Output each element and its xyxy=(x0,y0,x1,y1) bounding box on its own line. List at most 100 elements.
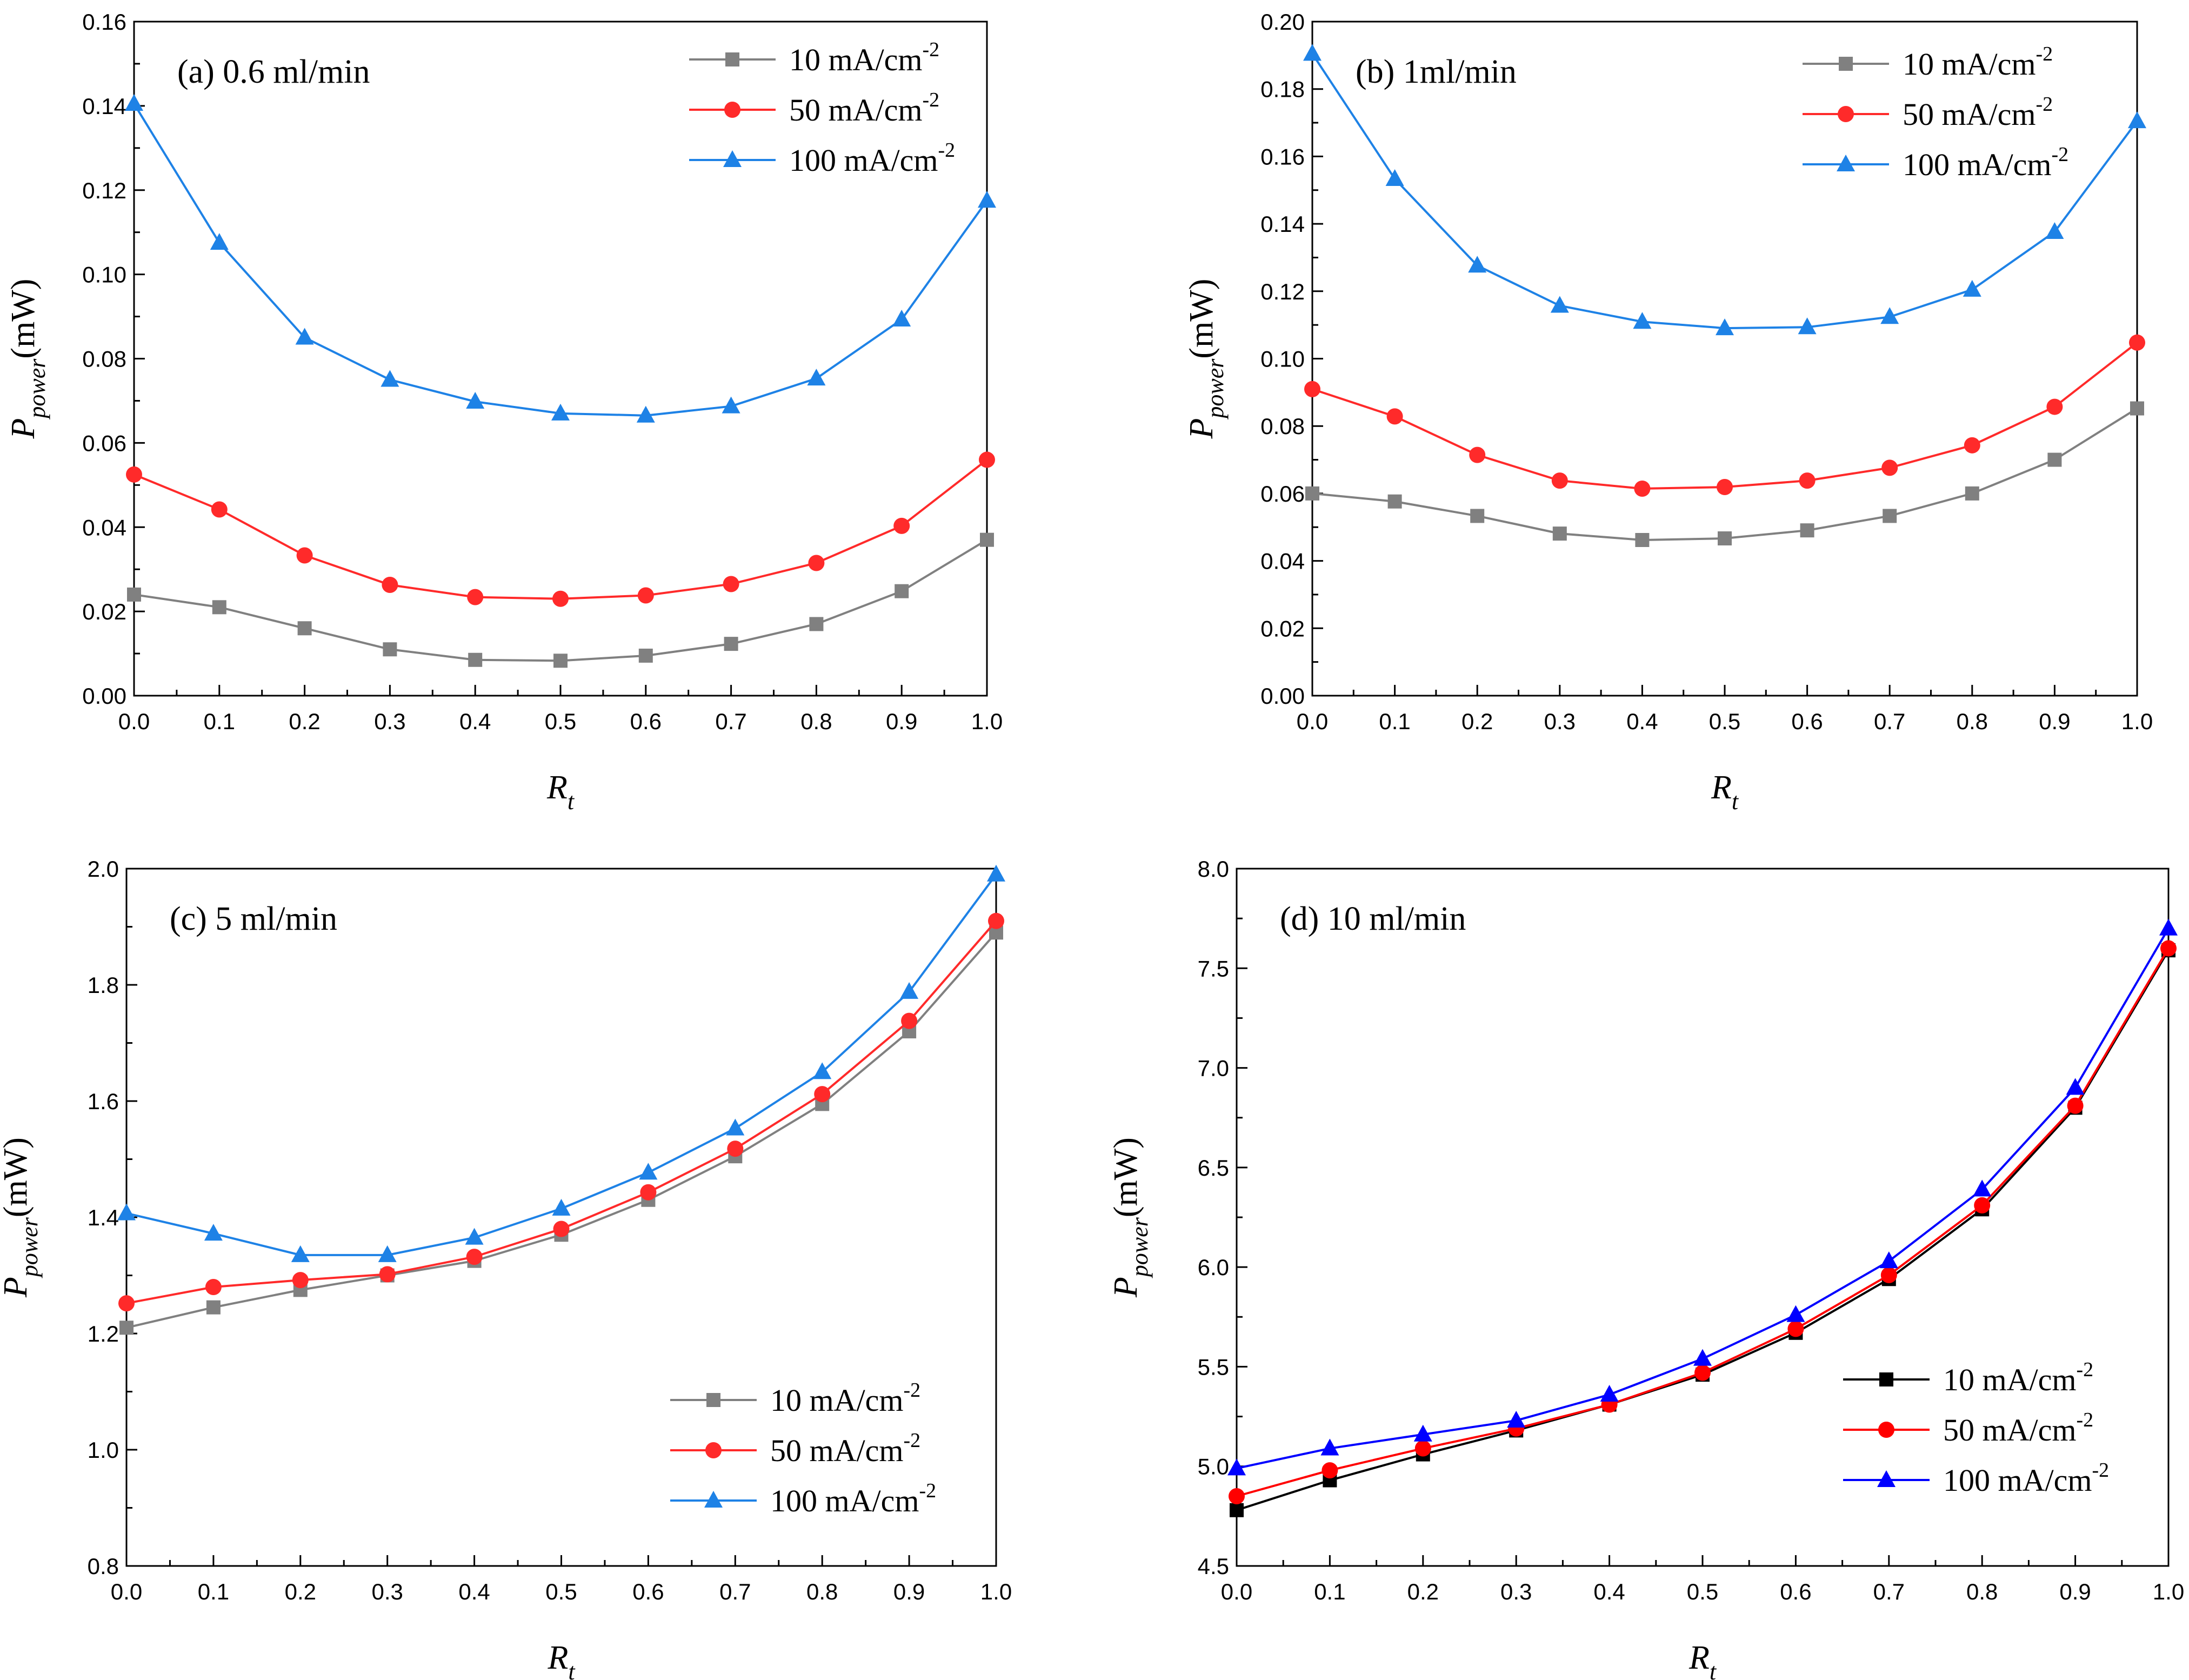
y-tick-label: 2.0 xyxy=(88,856,119,882)
data-point xyxy=(979,451,995,468)
series-line xyxy=(1311,53,2138,330)
data-point xyxy=(722,396,740,414)
data-point xyxy=(1963,279,1981,297)
data-point xyxy=(1974,1197,1991,1214)
y-tick-label: 0.16 xyxy=(1260,144,1305,169)
legend-label: 10 mA/cm-2 xyxy=(789,38,939,77)
legend-label: 100 mA/cm-2 xyxy=(1903,143,2068,182)
legend-marker xyxy=(706,1393,720,1407)
y-tick-label: 0.04 xyxy=(1260,549,1305,574)
y-tick-label: 0.06 xyxy=(82,430,126,456)
x-tick-label: 0.3 xyxy=(372,1579,403,1604)
x-tick-label: 0.8 xyxy=(800,709,832,734)
data-point xyxy=(1693,1349,1712,1366)
x-tick-label: 1.0 xyxy=(2121,709,2153,734)
data-point xyxy=(1387,494,1402,509)
data-point xyxy=(1386,408,1403,425)
y-tick-label: 7.5 xyxy=(1198,956,1229,981)
y-tick-label: 0.02 xyxy=(82,599,126,624)
x-tick-label: 0.4 xyxy=(1593,1579,1625,1604)
data-point xyxy=(2129,334,2145,351)
chart-panel-b: 0.0 0.1 0.2 0.3 0.4 0.5 0.6 0.7 0.8 0.9 1.0 0.00 0.0… xyxy=(1183,9,2153,815)
data-point xyxy=(892,310,911,327)
data-point xyxy=(813,1062,832,1079)
x-tick-label: 0.5 xyxy=(545,709,576,734)
data-point xyxy=(1799,472,1816,489)
data-point xyxy=(204,1224,223,1241)
legend-label: 100 mA/cm-2 xyxy=(1943,1459,2109,1498)
data-point xyxy=(988,912,1004,929)
legend-label: 100 mA/cm-2 xyxy=(789,139,955,178)
data-point xyxy=(1304,381,1320,397)
y-tick-label: 0.14 xyxy=(82,94,126,119)
data-point xyxy=(210,233,229,250)
legend: 10 mA/cm-2 50 mA/cm-2 100 mA/cm-2 xyxy=(1843,1358,2109,1498)
data-point xyxy=(987,864,1005,882)
data-point xyxy=(893,517,910,534)
x-tick-label: 0.4 xyxy=(1626,709,1658,734)
data-point xyxy=(637,587,654,604)
data-point xyxy=(553,654,568,668)
x-tick-label: 0.7 xyxy=(719,1579,751,1604)
x-tick-label: 0.5 xyxy=(1687,1579,1718,1604)
data-point xyxy=(2128,111,2146,129)
data-point xyxy=(467,589,484,605)
data-point xyxy=(119,1321,134,1335)
x-tick-label: 0.3 xyxy=(1500,1579,1532,1604)
x-tick-label: 0.0 xyxy=(1221,1579,1252,1604)
data-point xyxy=(296,547,313,564)
x-tick-label: 0.7 xyxy=(1874,709,1905,734)
data-point xyxy=(297,621,312,636)
data-point xyxy=(552,1198,571,1216)
data-point xyxy=(2066,1078,2085,1095)
x-tick-label: 0.9 xyxy=(2059,1579,2091,1604)
y-tick-label: 1.6 xyxy=(88,1089,119,1114)
data-point xyxy=(1413,1424,1432,1442)
data-point xyxy=(383,642,397,657)
legend-marker xyxy=(704,1491,723,1508)
data-point xyxy=(2067,1097,2084,1114)
data-point xyxy=(1469,446,1486,463)
series-line xyxy=(134,458,988,600)
y-tick-label: 0.00 xyxy=(82,683,126,709)
x-tick-label: 0.2 xyxy=(1407,1579,1439,1604)
x-tick-label: 0.4 xyxy=(458,1579,490,1604)
y-tick-label: 0.20 xyxy=(1260,9,1305,35)
y-axis-label: Ppower(mW) xyxy=(1107,1137,1153,1298)
data-point xyxy=(127,587,141,602)
y-tick-label: 1.4 xyxy=(88,1205,119,1230)
data-point xyxy=(1800,523,1814,538)
data-point xyxy=(901,1012,918,1029)
x-tick-label: 1.0 xyxy=(980,1579,1012,1604)
data-point xyxy=(978,191,996,208)
data-point xyxy=(2159,918,2178,936)
x-tick-label: 0.9 xyxy=(893,1579,925,1604)
legend-label: 50 mA/cm-2 xyxy=(789,89,939,128)
data-point xyxy=(553,1221,570,1237)
data-point xyxy=(1786,1305,1805,1322)
y-tick-label: 6.5 xyxy=(1198,1155,1229,1181)
x-tick-label: 0.6 xyxy=(1780,1579,1811,1604)
x-tick-label: 0.0 xyxy=(111,1579,142,1604)
data-point xyxy=(1229,1488,1245,1504)
data-point xyxy=(807,369,826,386)
legend-marker xyxy=(1879,1372,1893,1386)
data-point xyxy=(1470,509,1485,523)
x-tick-label: 0.5 xyxy=(1709,709,1740,734)
x-tick-label: 0.6 xyxy=(1791,709,1823,734)
y-tick-label: 4.5 xyxy=(1198,1554,1229,1579)
data-point xyxy=(468,652,483,667)
y-axis-label: Ppower(mW) xyxy=(5,279,50,439)
legend: 10 mA/cm-2 50 mA/cm-2 100 mA/cm-2 xyxy=(689,38,955,178)
x-tick-label: 0.3 xyxy=(1544,709,1576,734)
data-point xyxy=(465,1228,484,1245)
y-tick-label: 7.0 xyxy=(1198,1056,1229,1081)
series-line xyxy=(1312,407,2138,542)
data-point xyxy=(1468,256,1487,273)
data-point xyxy=(551,403,570,421)
data-point xyxy=(1694,1364,1711,1381)
data-point xyxy=(1787,1321,1804,1337)
data-point xyxy=(292,1272,309,1289)
data-point xyxy=(379,1266,396,1283)
data-point xyxy=(1230,1503,1244,1517)
